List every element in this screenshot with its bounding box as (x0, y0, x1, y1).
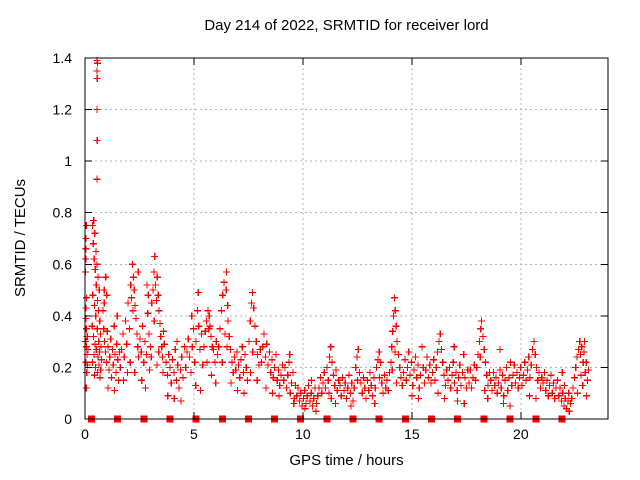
y-axis-label: SRMTID / TECUs (12, 178, 29, 298)
y-tick-label: 0.2 (53, 359, 73, 375)
x-tick-label: 0 (81, 426, 89, 442)
chart-title: Day 214 of 2022, SRMTID for receiver lor… (204, 17, 489, 34)
plot-border (84, 57, 609, 420)
y-tick-label: 1 (64, 153, 72, 169)
x-tick-label: 5 (190, 426, 198, 442)
x-tick-label: 20 (513, 426, 529, 442)
x-tick-label: 10 (295, 426, 311, 442)
scatter-plus-markers (81, 57, 592, 415)
y-tick-label: 0.4 (53, 308, 73, 324)
y-tick-label: 0.8 (53, 205, 73, 221)
y-tick-label: 1.2 (53, 102, 73, 118)
x-axis-label: GPS time / hours (289, 452, 404, 469)
y-tick-label: 0.6 (53, 256, 73, 272)
x-tick-label: 15 (404, 426, 420, 442)
y-tick-label: 1.4 (53, 50, 73, 66)
y-tick-label: 0 (64, 411, 72, 427)
